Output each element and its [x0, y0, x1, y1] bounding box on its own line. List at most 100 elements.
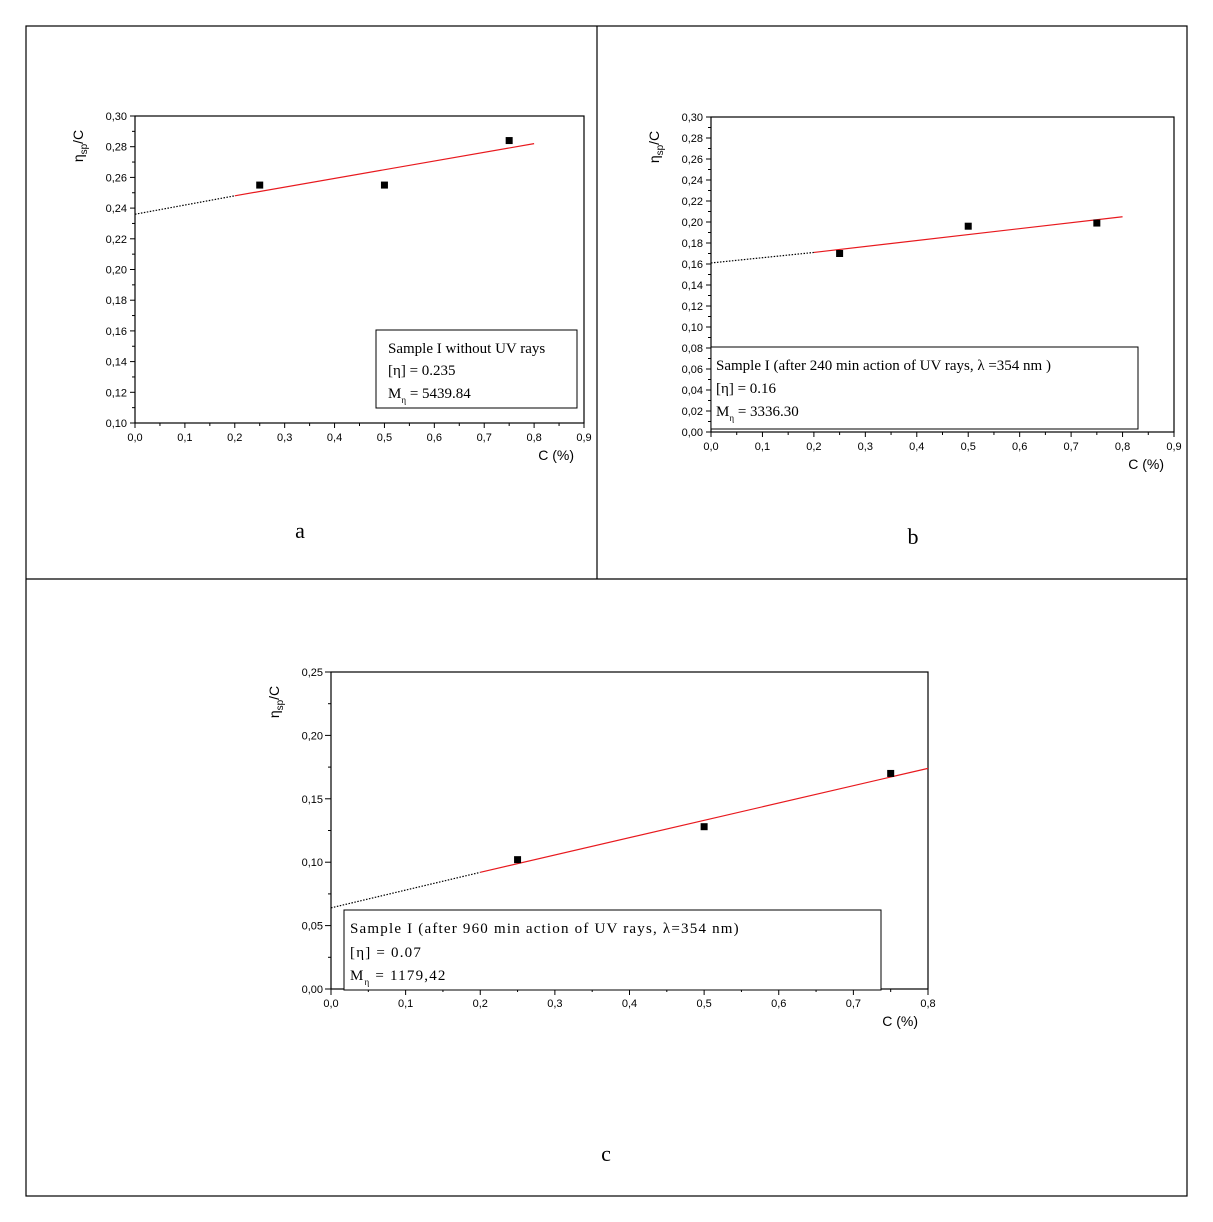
extrapolation-line [134, 195, 235, 215]
legend-box [343, 909, 882, 991]
data-point [700, 823, 708, 831]
legend-line-intrinsic-viscosity: [η] = 0.07 [350, 945, 422, 961]
fit-line [480, 767, 929, 873]
y-tick-label: 0,15 [302, 794, 323, 806]
y-tick-label: 0,18 [106, 295, 127, 307]
extrapolation-line [710, 251, 814, 264]
x-tick-label: 0,8 [920, 998, 935, 1010]
y-tick-label: 0,28 [106, 142, 127, 154]
y-axis-label: ηsp/C [266, 686, 286, 718]
data-point [380, 181, 388, 189]
y-tick-label: 0,14 [682, 280, 703, 292]
y-tick-label: 0,25 [302, 667, 323, 679]
y-tick-label: 0,18 [682, 238, 703, 250]
data-point [256, 181, 264, 189]
fit-line [813, 216, 1123, 254]
y-tick-label: 0,02 [682, 406, 703, 418]
y-axis-label: ηsp/C [70, 130, 90, 162]
x-tick-label: 0,3 [547, 998, 562, 1010]
panel-letter-b: b [908, 524, 919, 549]
x-tick-label: 0,0 [703, 441, 718, 453]
x-tick-label: 0,8 [1115, 441, 1130, 453]
y-tick-label: 0,16 [682, 259, 703, 271]
x-tick-label: 0,7 [1063, 441, 1078, 453]
x-tick-label: 0,7 [846, 998, 861, 1010]
x-tick-label: 0,5 [377, 432, 392, 444]
x-axis-label: C (%) [1128, 456, 1164, 472]
x-tick-label: 0,4 [327, 432, 342, 444]
y-axis-label: ηsp/C [646, 131, 666, 163]
y-tick-label: 0,20 [302, 730, 323, 742]
x-tick-label: 0,3 [858, 441, 873, 453]
x-tick-label: 0,5 [961, 441, 976, 453]
y-tick-label: 0,14 [106, 357, 127, 369]
x-tick-label: 0,9 [1166, 441, 1181, 453]
y-tick-label: 0,24 [682, 175, 703, 187]
y-tick-label: 0,22 [106, 234, 127, 246]
x-tick-label: 0,2 [473, 998, 488, 1010]
y-tick-label: 0,04 [682, 385, 703, 397]
x-tick-label: 0,2 [227, 432, 242, 444]
legend-box [375, 329, 578, 409]
chart-b: 0,0 0,1 0,2 0,3 0,4 0,5 0,6 0,7 0,8 0,9 0,00 0,02 0,… [646, 112, 1182, 472]
data-point [505, 137, 513, 145]
y-tick-label: 0,06 [682, 364, 703, 376]
data-point [514, 856, 522, 864]
x-tick-label: 0,0 [127, 432, 142, 444]
x-tick-label: 0,4 [909, 441, 924, 453]
x-tick-label: 0,9 [576, 432, 591, 444]
x-axis-label: C (%) [882, 1013, 918, 1029]
y-tick-label: 0,10 [682, 322, 703, 334]
legend-line-molecular-weight: Mη = 5439.84 [388, 386, 471, 405]
x-axis-label: C (%) [538, 447, 574, 463]
x-tick-label: 0,3 [277, 432, 292, 444]
data-point [964, 222, 972, 230]
legend-line-intrinsic-viscosity: [η] = 0.16 [716, 381, 777, 397]
data-point [1093, 219, 1101, 227]
x-tick-label: 0,4 [622, 998, 637, 1010]
y-tick-label: 0,12 [106, 387, 127, 399]
y-tick-label: 0,00 [682, 427, 703, 439]
outer-frame [25, 25, 1188, 1197]
legend-line-sample: Sample I (after 960 min action of UV ray… [350, 921, 740, 937]
legend-line-sample: Sample I (after 240 min action of UV ray… [716, 358, 1051, 374]
y-tick-label: 0,26 [682, 154, 703, 166]
y-tick-label: 0,05 [302, 921, 323, 933]
x-tick-label: 0,7 [477, 432, 492, 444]
y-tick-label: 0,30 [106, 111, 127, 123]
data-point [836, 250, 844, 257]
y-tick-label: 0,28 [682, 133, 703, 145]
x-tick-label: 0,1 [755, 441, 770, 453]
extrapolation-line [330, 871, 481, 909]
panel-letter-c: c [601, 1141, 611, 1166]
y-tick-label: 0,22 [682, 196, 703, 208]
legend-box [710, 346, 1139, 430]
data-point [887, 769, 895, 777]
legend-line-molecular-weight: Mη = 3336.30 [716, 404, 799, 423]
x-tick-label: 0,1 [177, 432, 192, 444]
x-tick-label: 0,5 [696, 998, 711, 1010]
y-tick-label: 0,10 [302, 857, 323, 869]
y-tick-label: 0,20 [106, 265, 127, 277]
legend-line-sample: Sample I without UV rays [388, 341, 545, 357]
y-tick-label: 0,16 [106, 326, 127, 338]
y-tick-label: 0,08 [682, 343, 703, 355]
x-tick-label: 0,8 [526, 432, 541, 444]
y-tick-label: 0,20 [682, 217, 703, 229]
x-tick-label: 0,2 [806, 441, 821, 453]
fit-line [234, 143, 535, 197]
y-tick-label: 0,26 [106, 172, 127, 184]
chart-c: 0,0 0,1 0,2 0,3 0,4 0,5 0,6 0,7 0,8 0,00 0,05 0,10 0… [266, 667, 936, 1029]
x-tick-label: 0,6 [1012, 441, 1027, 453]
x-tick-label: 0,0 [323, 998, 338, 1010]
y-tick-label: 0,12 [682, 301, 703, 313]
legend-line-intrinsic-viscosity: [η] = 0.235 [388, 363, 456, 379]
y-tick-label: 0,00 [302, 984, 323, 996]
y-tick-label: 0,24 [106, 203, 127, 215]
x-tick-label: 0,6 [427, 432, 442, 444]
x-tick-label: 0,6 [771, 998, 786, 1010]
chart-a: 0,0 0,1 0,2 0,3 0,4 0,5 0,6 0,7 0,8 0,9 0,10 0,12 0,… [70, 111, 592, 463]
y-tick-label: 0,10 [106, 418, 127, 430]
x-tick-label: 0,1 [398, 998, 413, 1010]
